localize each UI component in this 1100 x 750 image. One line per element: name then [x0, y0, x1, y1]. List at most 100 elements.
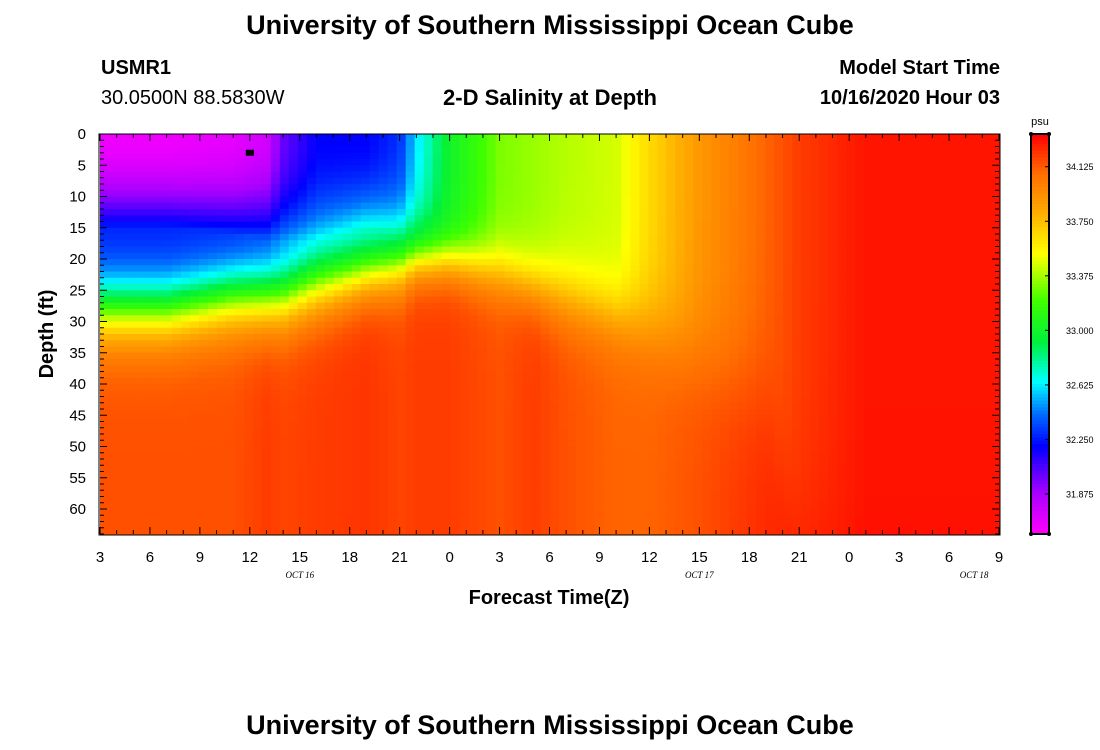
heatmap-cell	[396, 521, 407, 529]
heatmap-cell	[774, 290, 784, 298]
heatmap-cell	[108, 459, 119, 466]
heatmap-cell	[108, 409, 119, 416]
heatmap-cell	[675, 196, 685, 204]
heatmap-cell	[567, 196, 578, 204]
heatmap-cell	[126, 277, 137, 285]
heatmap-cell	[765, 359, 775, 366]
heatmap-cell	[756, 296, 766, 304]
heatmap-cell	[351, 440, 362, 448]
heatmap-cell	[198, 309, 209, 316]
heatmap-cell	[666, 390, 676, 398]
heatmap-cell	[747, 377, 757, 385]
heatmap-cell	[576, 352, 587, 360]
heatmap-cell	[756, 277, 766, 285]
heatmap-cell	[675, 290, 685, 298]
heatmap-cell	[171, 390, 182, 398]
heatmap-cell	[414, 234, 425, 241]
heatmap-cell	[702, 409, 712, 416]
heatmap-cell	[729, 365, 739, 373]
heatmap-cell	[189, 327, 200, 335]
heatmap-cell	[576, 265, 587, 273]
heatmap-cell	[513, 359, 524, 366]
heatmap-cell	[279, 365, 290, 373]
heatmap-cell	[531, 209, 542, 216]
heatmap-cell	[351, 165, 362, 173]
heatmap-cell	[495, 490, 506, 498]
heatmap-cell	[369, 196, 380, 204]
heatmap-cell	[693, 202, 703, 210]
heatmap-cell	[306, 334, 317, 341]
heatmap-cell	[765, 402, 775, 410]
heatmap-cell	[351, 396, 362, 404]
heatmap-cell	[270, 396, 281, 404]
heatmap-cell	[423, 427, 434, 435]
heatmap-cell	[216, 415, 227, 423]
heatmap-cell	[657, 184, 667, 191]
heatmap-cell	[549, 340, 560, 348]
heatmap-cell	[468, 234, 479, 241]
heatmap-cell	[702, 265, 712, 273]
heatmap-cell	[324, 384, 335, 391]
heatmap-cell	[153, 502, 164, 510]
heatmap-cell	[153, 240, 164, 248]
heatmap-cell	[108, 365, 119, 373]
heatmap-cell	[486, 202, 497, 210]
heatmap-cell	[270, 227, 281, 235]
heatmap-cell	[252, 471, 263, 479]
heatmap-cell	[252, 215, 263, 223]
heatmap-cell	[747, 184, 757, 191]
heatmap-cell	[252, 252, 263, 260]
heatmap-cell	[657, 490, 667, 498]
heatmap-cell	[684, 296, 694, 304]
heatmap-cell	[342, 340, 353, 348]
heatmap-cell	[711, 334, 721, 341]
heatmap-cell	[288, 334, 299, 341]
heatmap-cell	[108, 202, 119, 210]
heatmap-cell	[360, 334, 371, 341]
heatmap-cell	[117, 465, 128, 473]
heatmap-cell	[378, 484, 389, 491]
heatmap-cell	[486, 146, 497, 154]
heatmap-cell	[162, 396, 173, 404]
heatmap-cell	[387, 265, 398, 273]
heatmap-cell	[495, 459, 506, 466]
heatmap-cell	[459, 209, 470, 216]
heatmap-cell	[531, 452, 542, 460]
heatmap-cell	[225, 465, 236, 473]
heatmap-cell	[207, 359, 218, 366]
heatmap-cell	[702, 184, 712, 191]
heatmap-cell	[396, 421, 407, 429]
heatmap-cell	[711, 496, 721, 504]
heatmap-cell	[153, 302, 164, 310]
heatmap-cell	[666, 215, 676, 223]
heatmap-cell	[648, 171, 658, 179]
heatmap-cell	[684, 427, 694, 435]
heatmap-cell	[144, 490, 155, 498]
heatmap-cell	[297, 309, 308, 316]
heatmap-cell	[351, 509, 362, 516]
heatmap-cell	[117, 215, 128, 223]
heatmap-cell	[441, 221, 452, 229]
heatmap-cell	[387, 352, 398, 360]
heatmap-cell	[423, 440, 434, 448]
heatmap-cell	[216, 352, 227, 360]
heatmap-cell	[216, 227, 227, 235]
heatmap-cell	[189, 496, 200, 504]
heatmap-cell	[100, 384, 110, 391]
heatmap-cell	[252, 327, 263, 335]
heatmap-cell	[432, 159, 443, 166]
heatmap-cell	[792, 496, 802, 504]
heatmap-cell	[684, 434, 694, 441]
heatmap-cell	[729, 452, 739, 460]
heatmap-cell	[477, 459, 488, 466]
heatmap-cell	[243, 159, 254, 166]
heatmap-cell	[540, 352, 551, 360]
heatmap-cell	[315, 440, 326, 448]
heatmap-cell	[477, 296, 488, 304]
heatmap-cell	[216, 265, 227, 273]
heatmap-cell	[594, 159, 605, 166]
heatmap-cell	[549, 271, 560, 279]
heatmap-cell	[468, 271, 479, 279]
heatmap-cell	[153, 259, 164, 266]
heatmap-cell	[234, 296, 245, 304]
